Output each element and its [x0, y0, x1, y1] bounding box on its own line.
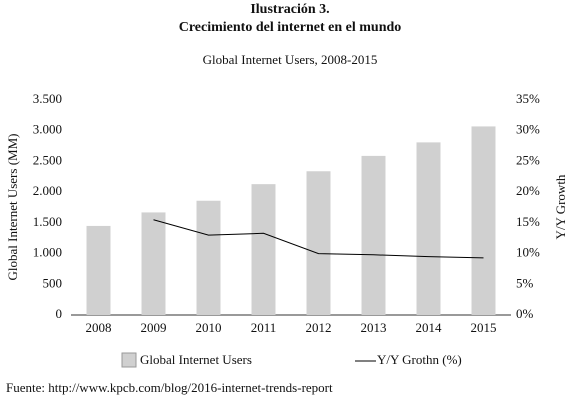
x-tick-label: 2013	[361, 320, 387, 335]
x-tick-label: 2010	[196, 320, 222, 335]
x-tick-label: 2011	[251, 320, 277, 335]
x-tick-label: 2009	[141, 320, 167, 335]
y-tick-label: 500	[43, 275, 63, 290]
y-tick-label: 3.500	[33, 91, 62, 106]
y-tick-label: 0	[56, 306, 63, 321]
legend-swatch	[121, 352, 137, 368]
figure-title: Crecimiento del internet en el mundo	[179, 20, 402, 35]
y-axis-label: Global Internet Users (MM)	[5, 134, 20, 281]
chart-title: Global Internet Users, 2008-2015	[203, 52, 378, 67]
y-tick-label: 1.500	[33, 214, 62, 229]
bar	[196, 200, 221, 315]
source: Fuente: http://www.kpcb.com/blog/2016-in…	[6, 380, 333, 395]
x-tick-label: 2014	[416, 320, 443, 335]
x-tick-label: 2015	[471, 320, 497, 335]
bar	[306, 171, 331, 315]
figure-label: Ilustración 3.	[250, 2, 329, 17]
x-tick-label: 2012	[306, 320, 332, 335]
y2-tick-label: 35%	[516, 91, 540, 106]
y2-tick-label: 25%	[516, 152, 540, 167]
line	[153, 219, 484, 259]
y-tick-label: 2.500	[33, 152, 62, 167]
y-tick-label: 2.000	[33, 183, 62, 198]
bar	[86, 225, 111, 315]
x-tick-label: 2008	[86, 320, 112, 335]
y2-tick-label: 0%	[516, 306, 534, 321]
y2-tick-label: 5%	[516, 275, 534, 290]
y2-tick-label: 10%	[516, 245, 540, 260]
bar	[416, 142, 441, 315]
bar	[361, 155, 386, 315]
bar	[471, 126, 496, 316]
legend-label: Y/Y Grothn (%)	[377, 352, 462, 367]
y2-tick-label: 30%	[516, 122, 540, 137]
y-tick-label: 3.000	[33, 122, 62, 137]
legend-label: Global Internet Users	[140, 352, 252, 367]
y2-axis-label: Y/Y Growth	[553, 174, 568, 239]
y2-tick-label: 20%	[516, 183, 540, 198]
bar	[251, 184, 276, 315]
y-tick-label: 1.000	[33, 245, 62, 260]
bar	[141, 212, 166, 315]
y2-tick-label: 15%	[516, 214, 540, 229]
